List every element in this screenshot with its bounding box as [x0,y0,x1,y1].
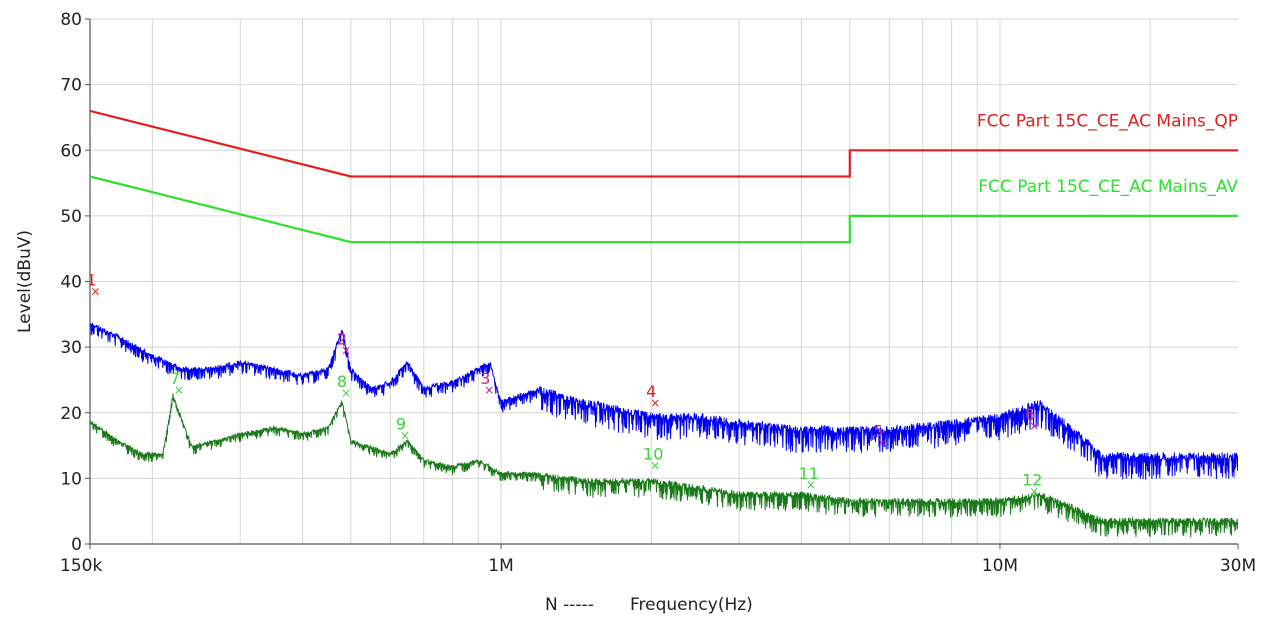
series-trace-2 [90,393,1238,538]
limit-label-qp: FCC Part 15C_CE_AC Mains_QP [977,111,1238,131]
measurement-series [90,322,1238,538]
marker-cross: × [650,396,660,410]
y-tick-label: 30 [60,338,82,358]
marker-cross: × [174,383,184,397]
marker-label: 9 [396,415,406,434]
y-tick-label: 50 [60,207,82,227]
y-tick-label: 70 [60,76,82,96]
x-tick-labels: 150k 1M 10M 30M [60,544,1256,576]
x-axis-title: Frequency(Hz) [630,595,753,615]
y-tick-label: 60 [60,141,82,161]
y-tick-labels: 0 10 20 30 40 50 60 70 80 [60,10,90,555]
marker-cross: × [1029,419,1039,433]
series-trace-1 [90,322,1238,480]
limit-lines: FCC Part 15C_CE_AC Mains_QP FCC Part 15C_… [90,109,1238,244]
marker-label: 7 [170,369,180,388]
marker-cross: × [90,284,100,298]
marker-cross: × [341,343,351,357]
y-tick-label: 0 [71,535,82,555]
marker-label: 1 [86,270,96,289]
x-tick-label: 30M [1220,556,1256,576]
y-tick-label: 80 [60,10,82,30]
limit-line-av [90,175,1238,244]
x-tick-label: 150k [60,556,102,576]
marker-cross: × [484,383,494,397]
x-tick-label: 1M [488,556,513,576]
peak-markers: ×1×2×3×4×5 ×6×7×8×9×10×11×12 [86,270,1042,499]
limit-line-qp [90,109,1238,178]
marker-label: 4 [646,382,656,401]
grid-lines [90,18,1238,545]
marker-label: 10 [643,444,663,463]
y-tick-label: 10 [60,469,82,489]
x-tick-label: 10M [982,556,1018,576]
x-axis-prefix: N ----- [545,595,594,615]
y-axis-title: Level(dBuV) [15,230,35,333]
y-tick-label: 40 [60,273,82,293]
marker-cross: × [650,458,660,472]
marker-cross: × [877,435,887,449]
marker-label: 3 [480,369,490,388]
limit-label-av: FCC Part 15C_CE_AC Mains_AV [978,177,1238,197]
marker-cross: × [341,386,351,400]
marker-cross: × [806,478,816,492]
marker-cross: × [1029,485,1039,499]
marker-label: 6 [1025,405,1035,424]
plot-content: FCC Part 15C_CE_AC Mains_QP FCC Part 15C_… [86,109,1238,538]
y-tick-label: 20 [60,404,82,424]
marker-label: 5 [873,421,883,440]
marker-label: 11 [799,464,819,483]
marker-cross: × [400,429,410,443]
marker-label: 8 [337,372,347,391]
marker-label: 2 [337,329,347,348]
marker-label: 12 [1022,471,1042,490]
